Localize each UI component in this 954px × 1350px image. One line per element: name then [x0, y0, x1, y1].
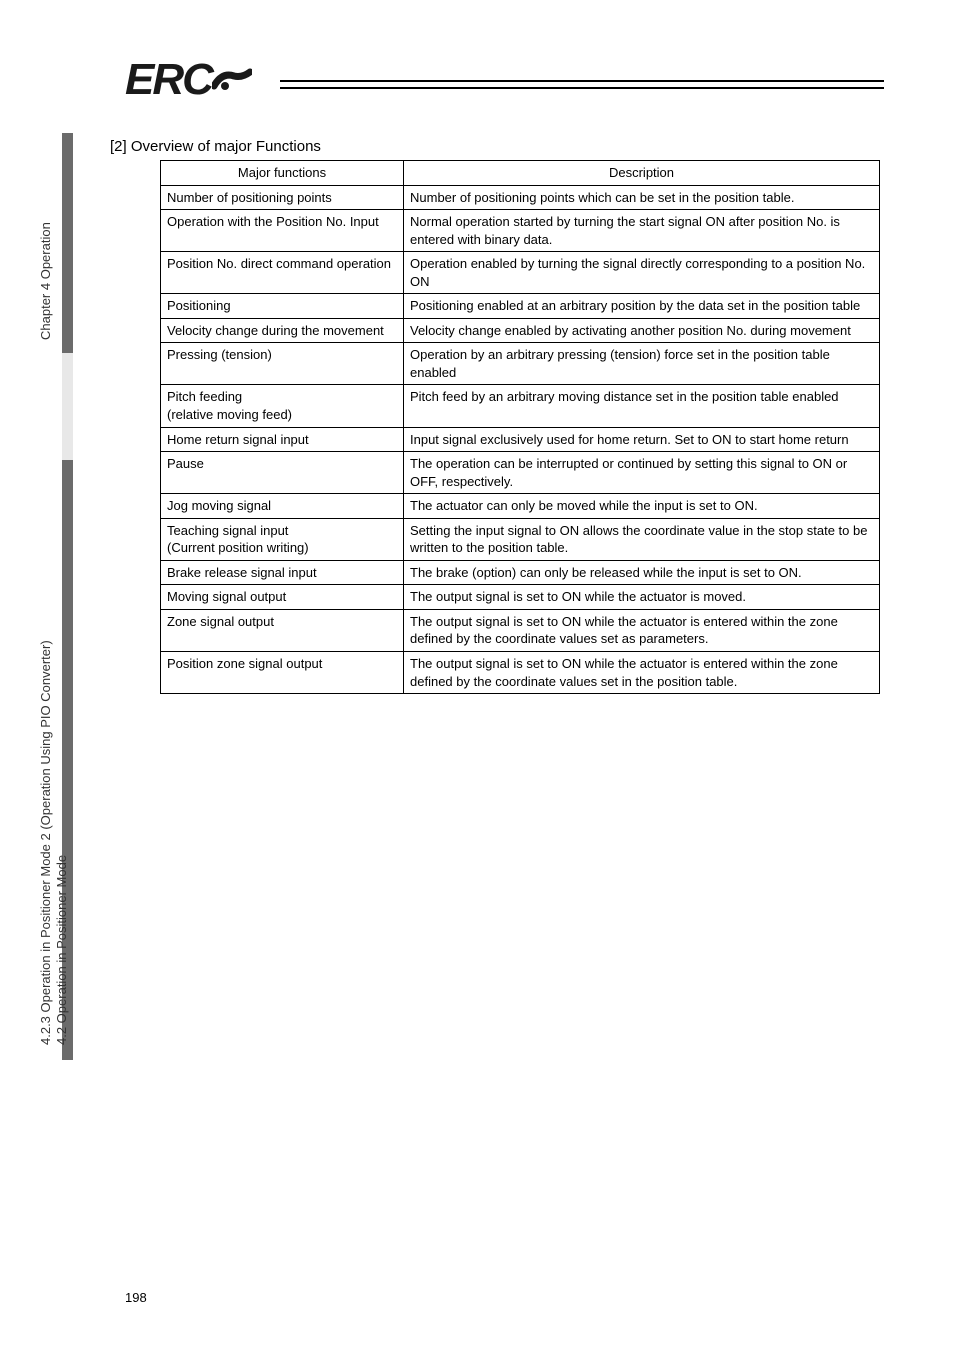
- table-header-right: Description: [404, 161, 880, 186]
- table-cell-description: The output signal is set to ON while the…: [404, 585, 880, 610]
- sidebar-accent-pale: [62, 353, 73, 460]
- table-cell-description: Setting the input signal to ON allows th…: [404, 518, 880, 560]
- table-row: Zone signal outputThe output signal is s…: [161, 609, 880, 651]
- table-cell-description: The brake (option) can only be released …: [404, 560, 880, 585]
- table-row: Brake release signal inputThe brake (opt…: [161, 560, 880, 585]
- header-rule-bottom: [280, 87, 884, 89]
- table-cell-description: Operation by an arbitrary pressing (tens…: [404, 343, 880, 385]
- table-cell-function: Operation with the Position No. Input: [161, 210, 404, 252]
- logo-text: ERC: [125, 55, 252, 105]
- table-cell-description: The operation can be interrupted or cont…: [404, 452, 880, 494]
- table-cell-function: Zone signal output: [161, 609, 404, 651]
- table-header-row: Major functions Description: [161, 161, 880, 186]
- table-cell-description: Velocity change enabled by activating an…: [404, 318, 880, 343]
- table-cell-function: Position zone signal output: [161, 652, 404, 694]
- table-cell-description: Operation enabled by turning the signal …: [404, 252, 880, 294]
- table-cell-description: Positioning enabled at an arbitrary posi…: [404, 294, 880, 319]
- logo: ERC: [125, 55, 252, 105]
- table-cell-function: Pitch feeding (relative moving feed): [161, 385, 404, 427]
- sidebar-chapter-label: Chapter 4 Operation: [38, 222, 53, 340]
- table-cell-description: Input signal exclusively used for home r…: [404, 427, 880, 452]
- table-cell-function: Pause: [161, 452, 404, 494]
- table-cell-function: Home return signal input: [161, 427, 404, 452]
- table-row: Operation with the Position No. InputNor…: [161, 210, 880, 252]
- table-row: Teaching signal input (Current position …: [161, 518, 880, 560]
- logo-swoosh-icon: [212, 55, 252, 105]
- table-row: PositioningPositioning enabled at an arb…: [161, 294, 880, 319]
- table-row: Home return signal inputInput signal exc…: [161, 427, 880, 452]
- table-cell-description: The actuator can only be moved while the…: [404, 494, 880, 519]
- table-row: Position zone signal outputThe output si…: [161, 652, 880, 694]
- functions-table: Major functions Description Number of po…: [160, 160, 880, 694]
- table-cell-description: Pitch feed by an arbitrary moving distan…: [404, 385, 880, 427]
- sidebar-section-label-1: 4.2.3 Operation in Positioner Mode 2 (Op…: [38, 640, 53, 1045]
- section-title: [2] Overview of major Functions: [110, 138, 321, 155]
- sidebar-section-label-2: 4.2 Operation in Positioner Mode: [54, 855, 69, 1045]
- sidebar-accent-top: [62, 133, 73, 353]
- table-cell-function: Number of positioning points: [161, 185, 404, 210]
- table-row: Moving signal outputThe output signal is…: [161, 585, 880, 610]
- table-cell-function: Position No. direct command operation: [161, 252, 404, 294]
- functions-table-container: Major functions Description Number of po…: [160, 160, 880, 694]
- table-header-left: Major functions: [161, 161, 404, 186]
- page-number: 198: [125, 1290, 147, 1305]
- table-cell-description: The output signal is set to ON while the…: [404, 609, 880, 651]
- table-cell-description: Number of positioning points which can b…: [404, 185, 880, 210]
- table-cell-function: Teaching signal input (Current position …: [161, 518, 404, 560]
- table-row: Pressing (tension)Operation by an arbitr…: [161, 343, 880, 385]
- table-cell-function: Moving signal output: [161, 585, 404, 610]
- table-cell-function: Velocity change during the movement: [161, 318, 404, 343]
- table-row: Number of positioning pointsNumber of po…: [161, 185, 880, 210]
- table-cell-function: Pressing (tension): [161, 343, 404, 385]
- table-cell-function: Brake release signal input: [161, 560, 404, 585]
- table-row: Jog moving signalThe actuator can only b…: [161, 494, 880, 519]
- table-row: PauseThe operation can be interrupted or…: [161, 452, 880, 494]
- table-row: Pitch feeding (relative moving feed)Pitc…: [161, 385, 880, 427]
- logo-brand: ERC: [125, 55, 212, 104]
- table-row: Position No. direct command operationOpe…: [161, 252, 880, 294]
- table-cell-function: Jog moving signal: [161, 494, 404, 519]
- table-cell-description: Normal operation started by turning the …: [404, 210, 880, 252]
- table-cell-function: Positioning: [161, 294, 404, 319]
- table-cell-description: The output signal is set to ON while the…: [404, 652, 880, 694]
- table-row: Velocity change during the movementVeloc…: [161, 318, 880, 343]
- header-rule-top: [280, 80, 884, 82]
